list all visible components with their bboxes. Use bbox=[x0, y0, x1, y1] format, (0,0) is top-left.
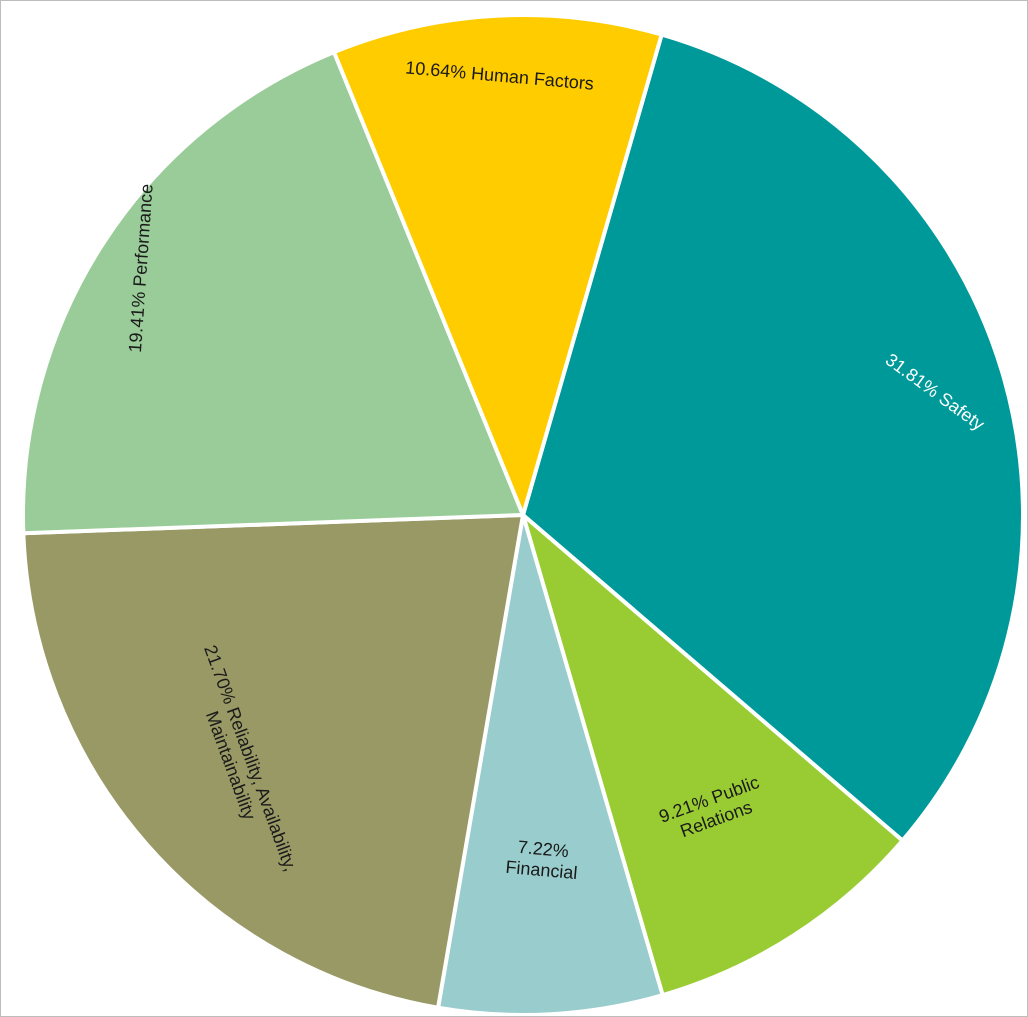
pie-slice-6 bbox=[332, 13, 664, 517]
pie-slice-3 bbox=[436, 513, 665, 1016]
slice-label-3: 7.22%Financial bbox=[505, 836, 580, 883]
slice-label-line: 7.22% bbox=[517, 837, 570, 861]
pie-slices bbox=[20, 13, 1025, 1016]
pie-slice-4 bbox=[21, 513, 525, 1010]
pie-slice-2 bbox=[521, 513, 905, 998]
pie-slice-5 bbox=[20, 50, 525, 536]
pie-slice-1 bbox=[521, 32, 1025, 843]
